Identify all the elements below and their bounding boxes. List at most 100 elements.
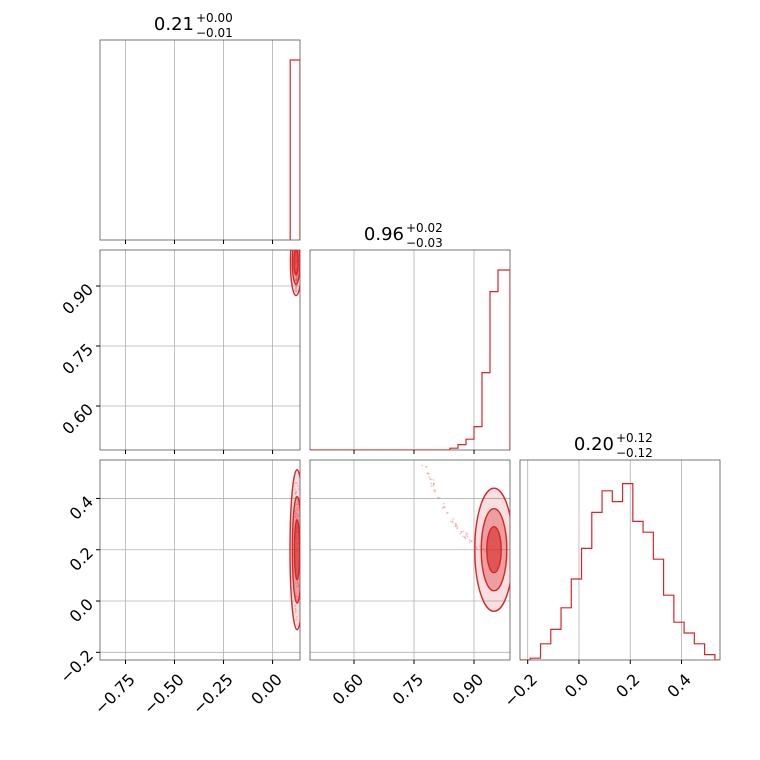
scatter-point (460, 530, 463, 533)
scatter-point (449, 520, 452, 523)
panel-frame (99, 249, 301, 451)
x-tick-label: 0.4 (663, 670, 694, 701)
scatter-point (295, 285, 298, 288)
scatter-point (427, 472, 430, 475)
scatter-point (295, 278, 298, 281)
scatter-point (295, 290, 298, 293)
scatter-point (294, 607, 297, 610)
title-minus: −0.01 (196, 26, 233, 40)
scatter-point (295, 595, 298, 598)
x-tick-label: −0.25 (189, 670, 237, 718)
scatter-point (295, 235, 297, 237)
scatter-point (478, 545, 481, 548)
scatter-point (433, 490, 436, 493)
scatter-point (296, 236, 298, 238)
scatter-point (466, 533, 469, 535)
scatter-point (295, 618, 298, 621)
scatter-point (294, 581, 297, 584)
scatter-point (295, 290, 297, 293)
scatter-point (451, 521, 454, 524)
contour-0-2 (289, 469, 300, 631)
panel-frame (309, 459, 511, 661)
scatter-point (295, 490, 298, 493)
scatter-point (296, 241, 298, 243)
scatter-point (454, 522, 457, 525)
y-tick-label: 0.4 (66, 492, 97, 523)
scatter-point (428, 476, 431, 478)
panel-0-0 (99, 39, 301, 241)
scatter-point (295, 609, 297, 612)
scatter-point (294, 604, 297, 607)
scatter-point (452, 518, 455, 520)
scatter-point (295, 246, 297, 248)
title-plus: +0.12 (616, 431, 653, 445)
scatter-point (295, 287, 298, 289)
scatter-point (433, 489, 435, 492)
scatter-point (296, 503, 299, 506)
scatter-point (296, 508, 299, 511)
scatter-point (427, 472, 430, 475)
contour-level-2 (293, 519, 300, 581)
contour-0-1 (289, 235, 300, 297)
panel-2-2 (519, 459, 721, 661)
panel-1-2 (309, 459, 511, 661)
scatter-point (294, 493, 297, 495)
scatter-point (297, 585, 300, 588)
scatter-point (297, 488, 300, 491)
panel-frame (99, 39, 301, 241)
contour-1-2 (420, 460, 510, 612)
scatter-point (432, 478, 435, 481)
scatter-point (295, 278, 298, 281)
scatter-point (295, 280, 298, 282)
scatter-point (294, 510, 297, 512)
scatter-point (296, 240, 298, 242)
scatter-point (443, 506, 446, 509)
scatter-point (425, 465, 427, 468)
x-tick-label: 0.0 (561, 670, 592, 701)
scatter-point (296, 275, 299, 277)
scatter-point (432, 485, 435, 487)
histogram-2 (520, 483, 720, 660)
scatter-point (294, 274, 296, 277)
diag-title-0: 0.21 +0.00−0.01 (154, 11, 233, 40)
panel-frame (519, 459, 721, 661)
scatter-point (459, 531, 462, 533)
scatter-point (295, 585, 298, 588)
x-tick-label: 0.60 (329, 670, 368, 709)
contour-level-2 (293, 250, 299, 276)
scatter-point (465, 531, 468, 534)
scatter-point (295, 245, 297, 247)
scatter-point (295, 503, 298, 506)
x-tick-label: 0.90 (449, 670, 488, 709)
title-value: 0.20 (574, 434, 614, 455)
scatter-point (294, 516, 297, 519)
scatter-point (296, 598, 298, 601)
scatter-point (296, 582, 299, 585)
scatter-point (295, 285, 298, 287)
x-tick-label: 0.75 (389, 670, 428, 709)
y-tick-label: 0.75 (58, 340, 97, 379)
scatter-point (468, 539, 471, 541)
scatter-point (456, 524, 459, 527)
scatter-point (296, 580, 299, 583)
panel-0-2 (99, 459, 301, 661)
scatter-point (455, 523, 457, 526)
scatter-point (438, 496, 440, 499)
scatter-point (295, 242, 297, 244)
title-minus: −0.03 (406, 236, 443, 250)
scatter-point (294, 482, 297, 484)
scatter-point (465, 534, 468, 537)
x-tick-label: 0.00 (247, 670, 286, 709)
scatter-point (430, 482, 433, 485)
scatter-point (484, 550, 486, 553)
title-minus: −0.12 (616, 446, 653, 460)
scatter-point (295, 289, 298, 291)
scatter-point (475, 547, 478, 550)
panel-1-1 (309, 249, 511, 451)
panel-0-1 (99, 249, 301, 451)
scatter-point (294, 492, 297, 495)
contour-level-2 (486, 525, 502, 574)
scatter-point (434, 489, 437, 492)
scatter-point (297, 584, 300, 587)
